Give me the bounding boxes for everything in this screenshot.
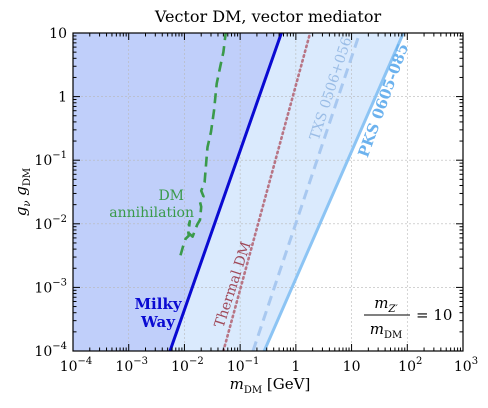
shaded-region-milky-way — [73, 33, 282, 351]
y-tick-label: 10−1 — [34, 150, 67, 169]
y-tick-label: 10−4 — [34, 341, 67, 360]
series-line-txs-0506-056 — [251, 33, 362, 351]
svg-text:= 10: = 10 — [416, 306, 452, 324]
series-line-thermal-dm — [222, 33, 312, 351]
series-lines — [168, 33, 405, 351]
annotation-dm-line1: DM — [158, 188, 184, 204]
x-tick-label: 10−4 — [60, 356, 93, 375]
x-tick-label: 10 — [343, 359, 361, 375]
x-axis-label: mDM [GeV] — [230, 375, 311, 396]
svg-text:gν gDM: gν gDM — [12, 168, 33, 216]
y-tick-labels: 10−4 10−3 10−2 10−1 1 10 — [34, 26, 67, 360]
svg-text:mDM [GeV]: mDM [GeV] — [230, 375, 311, 396]
plot-frame — [72, 32, 464, 352]
y-tick-label: 10−2 — [34, 214, 67, 233]
plot-area — [73, 33, 463, 351]
svg-text:mZ′: mZ′ — [374, 294, 398, 315]
x-tick-label: 102 — [398, 356, 422, 375]
series-line-dm-annihilation — [179, 33, 227, 256]
y-tick-label: 10−3 — [34, 277, 67, 296]
x-tick-label: 103 — [454, 356, 478, 375]
chart-title: Vector DM, vector mediator — [154, 7, 382, 26]
grid — [73, 33, 463, 351]
annotation-milky-line2: Way — [140, 313, 176, 331]
y-axis-label: gν gDM — [12, 168, 33, 216]
series-line-pks-0605-085 — [262, 33, 405, 351]
series-line-milky-way — [168, 33, 283, 351]
annotation-dm-line2: annihilation — [109, 205, 194, 221]
x-tick-label: 1 — [291, 359, 300, 375]
svg-text:mDM: mDM — [370, 320, 403, 341]
y-tick-label: 10 — [49, 26, 67, 42]
ratio-annotation: mZ′ mDM = 10 — [364, 294, 452, 341]
x-tick-label: 10−2 — [171, 356, 204, 375]
axis-ticks — [72, 32, 464, 352]
y-tick-label: 1 — [58, 90, 67, 106]
annotation-milky-line1: Milky — [134, 295, 182, 313]
x-tick-label: 10−1 — [227, 356, 260, 375]
x-tick-labels: 10−4 10−3 10−2 10−1 1 10 102 103 — [60, 356, 478, 375]
x-tick-label: 10−3 — [115, 356, 148, 375]
